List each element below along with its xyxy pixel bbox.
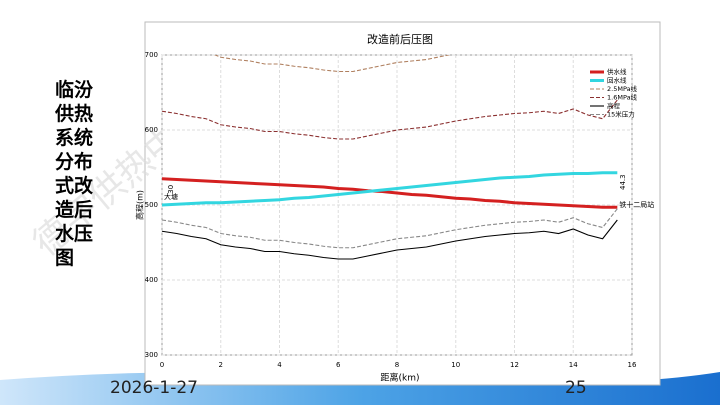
y-tick-label: 500: [145, 201, 158, 209]
series-line: [162, 177, 618, 209]
series-line: [162, 219, 618, 260]
annotation: 44.3: [619, 174, 627, 190]
annotation: 大塘: [164, 192, 178, 201]
legend-label: 回水线: [607, 76, 627, 85]
series-line: [213, 55, 452, 73]
x-tick-label: 2: [219, 361, 223, 369]
series-line: [162, 99, 618, 140]
legend-label: 15米压力: [607, 110, 635, 119]
x-tick-label: 6: [336, 361, 341, 369]
page-number: 25: [565, 378, 587, 398]
x-tick-label: 0: [160, 361, 164, 369]
x-tick-label: 8: [395, 361, 399, 369]
annotation: 铁十二局站: [619, 200, 654, 209]
chart-title: 改造前后压图: [367, 32, 433, 46]
y-tick-label: 400: [145, 276, 158, 284]
x-axis-label: 距离(km): [380, 372, 419, 384]
x-tick-label: 14: [569, 361, 578, 369]
x-tick-label: 10: [451, 361, 460, 369]
x-tick-label: 12: [510, 361, 519, 369]
x-tick-label: 4: [277, 361, 282, 369]
legend-label: 2.5MPa线: [607, 84, 638, 93]
y-axis-label: 高程(m): [135, 190, 145, 220]
legend-label: 高程: [607, 101, 621, 110]
date: 2026-1-27: [110, 378, 198, 398]
legend-label: 1.6MPa线: [607, 93, 638, 102]
series-group: [162, 55, 618, 260]
slide-title: 临汾供热系统分布式改造后水压图: [55, 79, 94, 269]
series-line: [162, 171, 618, 207]
x-tick-label: 16: [628, 361, 637, 369]
y-tick-label: 600: [145, 126, 158, 134]
legend-label: 供水线: [607, 67, 627, 76]
annotation: 30: [167, 185, 175, 194]
y-tick-label: 700: [145, 51, 158, 59]
series-line: [162, 208, 618, 249]
y-tick-label: 300: [145, 351, 158, 359]
